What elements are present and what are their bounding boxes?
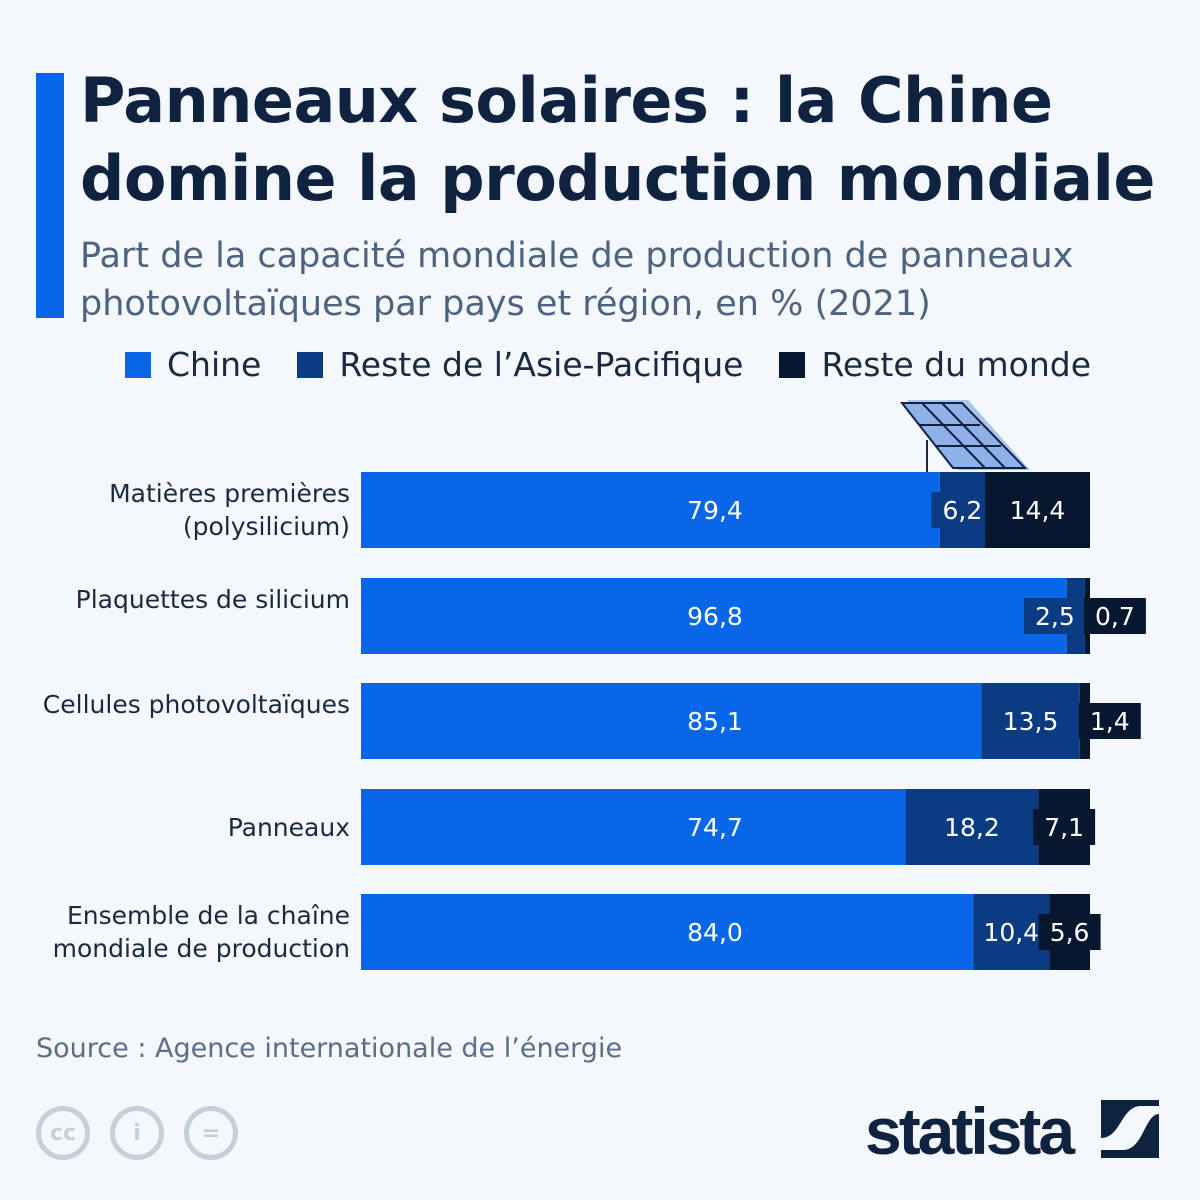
category-label: Cellules photovoltaïques xyxy=(42,690,350,719)
brand-text: statista xyxy=(865,1094,1075,1168)
legend-swatch xyxy=(779,351,806,378)
label-box xyxy=(1033,809,1096,845)
legend-label: Reste de l’Asie-Pacifique xyxy=(339,345,744,384)
cc-icon: cc xyxy=(36,1106,90,1160)
data-label: 6,2 xyxy=(943,496,983,525)
legend-item-asie: Reste de l’Asie-Pacifique xyxy=(297,345,743,384)
label-box xyxy=(1023,598,1086,634)
data-label: 14,4 xyxy=(1010,496,1066,525)
bar-segment xyxy=(973,894,1050,970)
bar-segment xyxy=(361,578,1067,654)
label-box xyxy=(931,492,994,528)
data-label: 96,8 xyxy=(687,602,743,631)
legend-item-chine: Chine xyxy=(125,345,261,384)
legend-swatch xyxy=(297,351,324,378)
data-label: 1,4 xyxy=(1090,707,1130,736)
data-label: 74,7 xyxy=(687,813,743,842)
category-label: Plaquettes de silicium xyxy=(75,585,350,614)
statista-logo-icon xyxy=(1101,1100,1160,1158)
label-box xyxy=(1078,703,1141,739)
bar-segment xyxy=(361,894,974,970)
data-label: 0,7 xyxy=(1095,602,1135,631)
source-note: Source : Agence internationale de l’éner… xyxy=(36,1033,623,1064)
bar-segment xyxy=(361,789,906,865)
chart-subtitle: Part de la capacité mondiale de producti… xyxy=(80,236,1074,324)
category-label: Ensemble de la chaîne mondiale de produc… xyxy=(52,901,350,963)
bar-segment xyxy=(985,472,1090,548)
bar-segment xyxy=(361,472,940,548)
legend-label: Reste du monde xyxy=(821,345,1091,384)
by-icon: i xyxy=(110,1106,164,1160)
data-label: 84,0 xyxy=(687,918,743,947)
data-label: 2,5 xyxy=(1035,602,1075,631)
legend: Chine Reste de l’Asie-Pacifique Reste du… xyxy=(125,345,1091,384)
data-label: 18,2 xyxy=(944,813,1000,842)
category-label: Panneaux xyxy=(227,813,350,842)
legend-swatch xyxy=(125,351,151,378)
category-label: Matières premières (polysilicium) xyxy=(109,479,350,541)
data-label: 85,1 xyxy=(687,707,743,736)
bar-segment xyxy=(361,683,982,759)
data-label: 13,5 xyxy=(1003,707,1059,736)
statista-logo: statista xyxy=(865,1093,1160,1169)
chart-title: Panneaux solaires : la Chine domine la p… xyxy=(80,64,1155,215)
nd-icon: = xyxy=(184,1106,238,1160)
data-label: 5,6 xyxy=(1050,918,1090,947)
legend-item-monde: Reste du monde xyxy=(779,345,1091,384)
title-accent-bar xyxy=(36,73,64,318)
label-box xyxy=(1083,598,1146,634)
bar-segment xyxy=(905,789,1039,865)
legend-label: Chine xyxy=(167,345,262,384)
data-label: 10,4 xyxy=(983,918,1039,947)
label-box xyxy=(1038,914,1101,950)
bar-segment xyxy=(981,683,1080,759)
data-label: 79,4 xyxy=(687,496,743,525)
solar-panel-icon xyxy=(899,400,1030,472)
data-label: 7,1 xyxy=(1044,813,1084,842)
